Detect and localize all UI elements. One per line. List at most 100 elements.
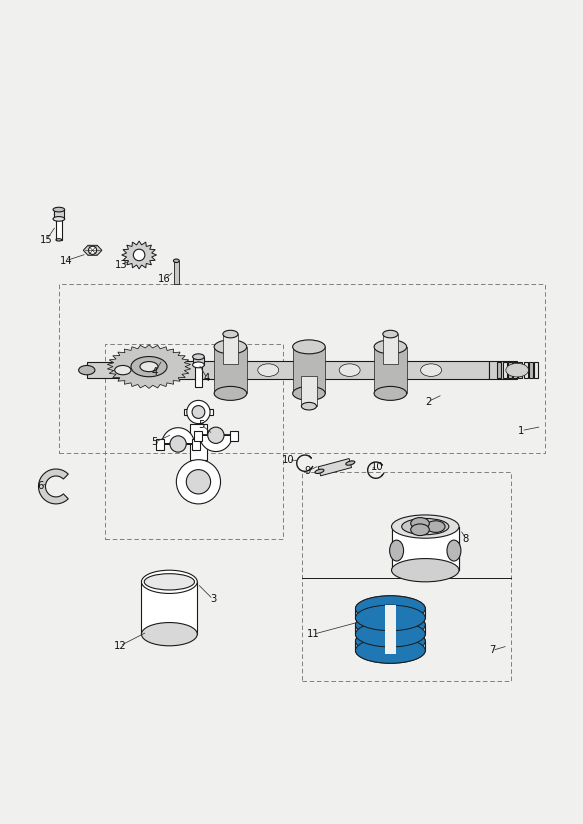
Bar: [230, 431, 238, 441]
Circle shape: [134, 249, 145, 260]
Text: 8: 8: [463, 534, 469, 544]
Text: 13: 13: [115, 260, 128, 270]
Ellipse shape: [339, 364, 360, 377]
Ellipse shape: [53, 217, 65, 221]
Text: 15: 15: [40, 236, 52, 246]
Polygon shape: [122, 241, 157, 269]
Polygon shape: [356, 625, 360, 634]
Ellipse shape: [258, 364, 279, 377]
Text: 10: 10: [371, 462, 384, 472]
Text: 5: 5: [198, 419, 205, 430]
Polygon shape: [421, 609, 425, 618]
Bar: [508, 362, 512, 378]
Circle shape: [89, 246, 97, 255]
Text: 4: 4: [152, 368, 158, 377]
Polygon shape: [356, 609, 360, 618]
Text: 3: 3: [210, 594, 216, 604]
Text: 1: 1: [518, 426, 525, 436]
Ellipse shape: [402, 518, 449, 535]
Ellipse shape: [53, 208, 65, 212]
Polygon shape: [301, 376, 317, 406]
Text: 7: 7: [489, 645, 496, 655]
Polygon shape: [293, 347, 325, 393]
Ellipse shape: [356, 638, 425, 663]
Polygon shape: [54, 209, 64, 219]
Polygon shape: [360, 625, 421, 634]
Bar: [503, 362, 507, 378]
Polygon shape: [360, 609, 421, 618]
Ellipse shape: [356, 629, 425, 654]
Ellipse shape: [301, 402, 317, 410]
Ellipse shape: [426, 521, 445, 532]
Polygon shape: [199, 435, 232, 452]
Bar: [174, 260, 178, 284]
Bar: [524, 362, 528, 378]
Ellipse shape: [374, 339, 407, 353]
Polygon shape: [192, 357, 204, 365]
Ellipse shape: [356, 621, 425, 647]
Text: 4: 4: [204, 373, 210, 383]
Ellipse shape: [356, 612, 425, 638]
Bar: [529, 362, 533, 378]
Polygon shape: [184, 479, 213, 485]
Ellipse shape: [356, 612, 425, 638]
Ellipse shape: [79, 366, 95, 375]
Ellipse shape: [392, 515, 459, 538]
Polygon shape: [421, 625, 425, 634]
Polygon shape: [356, 641, 360, 650]
Polygon shape: [162, 428, 194, 444]
Ellipse shape: [140, 362, 158, 372]
Bar: [56, 218, 62, 240]
Bar: [194, 431, 202, 441]
Ellipse shape: [506, 363, 529, 377]
Polygon shape: [360, 641, 421, 650]
Circle shape: [208, 427, 224, 443]
Ellipse shape: [346, 461, 355, 466]
Ellipse shape: [142, 623, 197, 646]
Ellipse shape: [131, 357, 167, 377]
Ellipse shape: [356, 605, 425, 630]
Polygon shape: [421, 641, 425, 650]
Bar: [534, 362, 538, 378]
Bar: [195, 365, 202, 387]
Polygon shape: [190, 424, 206, 460]
Ellipse shape: [447, 540, 461, 561]
Ellipse shape: [374, 386, 407, 400]
Ellipse shape: [192, 353, 204, 359]
Bar: [192, 439, 200, 450]
Ellipse shape: [54, 213, 64, 216]
Ellipse shape: [144, 574, 195, 590]
Bar: [497, 362, 501, 378]
Circle shape: [187, 470, 210, 494]
Polygon shape: [383, 334, 398, 364]
Ellipse shape: [293, 386, 325, 400]
Polygon shape: [157, 353, 168, 361]
Polygon shape: [223, 334, 238, 364]
Ellipse shape: [157, 358, 168, 363]
Text: 12: 12: [114, 641, 127, 651]
Ellipse shape: [115, 366, 131, 375]
Ellipse shape: [411, 524, 429, 536]
Ellipse shape: [356, 638, 425, 663]
Ellipse shape: [356, 605, 425, 630]
Polygon shape: [172, 362, 489, 379]
Ellipse shape: [411, 517, 429, 529]
Ellipse shape: [223, 330, 238, 338]
Ellipse shape: [356, 621, 425, 647]
Polygon shape: [489, 362, 517, 379]
Bar: [513, 362, 517, 378]
Polygon shape: [374, 347, 407, 393]
Circle shape: [170, 436, 186, 452]
Text: 6: 6: [37, 481, 43, 491]
Polygon shape: [214, 347, 247, 393]
Ellipse shape: [389, 540, 403, 561]
Ellipse shape: [420, 364, 441, 377]
Polygon shape: [87, 362, 123, 378]
Bar: [385, 605, 396, 622]
Bar: [385, 621, 396, 638]
Ellipse shape: [192, 362, 204, 368]
Bar: [159, 361, 166, 383]
Text: 11: 11: [307, 630, 320, 639]
Ellipse shape: [383, 330, 398, 338]
Polygon shape: [83, 246, 102, 255]
